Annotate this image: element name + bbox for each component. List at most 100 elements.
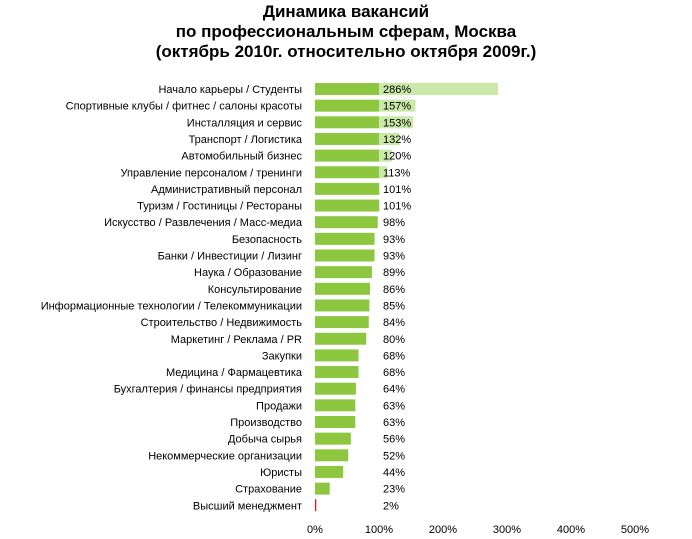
value-label-2: 153%	[383, 117, 411, 129]
bar-base-22	[315, 449, 349, 462]
x-tick-3: 300%	[493, 524, 521, 536]
value-label-17: 68%	[383, 367, 405, 379]
bar-base-6	[315, 182, 379, 195]
bar-base-16	[315, 349, 359, 362]
bar-extra-0	[379, 83, 499, 95]
value-label-24: 23%	[383, 484, 405, 496]
bar-base-25	[315, 499, 317, 512]
value-label-14: 84%	[383, 317, 405, 329]
bar-base-4	[315, 149, 379, 162]
value-label-18: 64%	[383, 384, 405, 396]
category-label-19: Продажи	[256, 400, 302, 412]
value-label-22: 52%	[383, 450, 405, 462]
x-tick-5: 500%	[621, 524, 649, 536]
bar-base-0	[315, 83, 379, 95]
value-label-19: 63%	[383, 400, 405, 412]
x-tick-1: 100%	[365, 524, 393, 536]
x-axis-ticks-group: 0% 100% 200% 300% 400% 500%	[307, 524, 649, 536]
category-label-22: Некоммерческие организации	[148, 450, 302, 462]
bar-base-19	[315, 399, 356, 412]
bar-base-12	[315, 282, 371, 295]
bars-group	[315, 83, 499, 512]
category-label-23: Юристы	[260, 467, 302, 479]
bar-extra-1	[379, 99, 416, 112]
category-label-0: Начало карьеры / Студенты	[158, 84, 302, 96]
category-label-16: Закупки	[262, 350, 302, 362]
bar-base-8	[315, 216, 378, 229]
value-label-5: 113%	[383, 167, 411, 179]
bar-base-9	[315, 232, 375, 245]
value-label-25: 2%	[383, 500, 399, 512]
value-label-3: 132%	[383, 134, 411, 146]
chart-title: Динамика вакансий по профессиональным сф…	[0, 2, 692, 62]
category-label-20: Производство	[230, 417, 302, 429]
category-label-2: Инсталляция и сервис	[187, 117, 303, 129]
category-label-21: Добыча сырья	[228, 434, 302, 446]
bar-base-14	[315, 316, 369, 329]
bar-base-2	[315, 116, 379, 129]
x-tick-4: 400%	[557, 524, 585, 536]
value-label-23: 44%	[383, 467, 405, 479]
bar-base-23	[315, 465, 344, 478]
value-label-20: 63%	[383, 417, 405, 429]
value-label-9: 93%	[383, 234, 405, 246]
category-label-24: Страхование	[235, 484, 302, 496]
bar-extra-2	[379, 116, 413, 129]
bar-base-1	[315, 99, 379, 112]
value-label-12: 86%	[383, 284, 405, 296]
category-labels-group: Начало карьеры / Студенты Спортивные клуб…	[41, 84, 303, 512]
value-label-15: 80%	[383, 334, 405, 346]
bar-base-3	[315, 132, 379, 145]
value-label-21: 56%	[383, 434, 405, 446]
value-label-16: 68%	[383, 350, 405, 362]
category-label-11: Наука / Образование	[194, 267, 302, 279]
category-label-17: Медицина / Фармацевтика	[166, 367, 303, 379]
value-labels-group: 286% 157% 153% 132% 120% 113% 101% 101% 98% 93% 93…	[383, 84, 411, 512]
value-label-4: 120%	[383, 151, 411, 163]
bar-base-11	[315, 266, 372, 279]
bar-base-24	[315, 482, 330, 495]
category-label-25: Высший менеджмент	[193, 500, 302, 512]
bar-base-17	[315, 366, 359, 379]
bar-base-18	[315, 382, 356, 395]
bar-extra-3	[379, 132, 400, 145]
bar-extra-7	[379, 199, 380, 212]
category-label-5: Управление персоналом / тренинги	[121, 167, 302, 179]
bar-extra-4	[379, 149, 392, 162]
x-tick-2: 200%	[429, 524, 457, 536]
x-tick-0: 0%	[307, 524, 323, 536]
category-label-18: Бухгалтерия / финансы предприятия	[114, 384, 302, 396]
category-label-1: Спортивные клубы / фитнес / салоны красо…	[66, 101, 302, 113]
category-label-8: Искусство / Развлечения / Масс-медиа	[104, 217, 303, 229]
category-label-12: Консультирование	[208, 284, 302, 296]
value-label-1: 157%	[383, 101, 411, 113]
chart-title-line-1: Динамика вакансий	[262, 2, 430, 21]
value-label-13: 85%	[383, 300, 405, 312]
bar-base-21	[315, 432, 351, 445]
category-label-7: Туризм / Гостиницы / Рестораны	[137, 201, 302, 213]
category-label-6: Административный персонал	[151, 184, 302, 196]
category-label-13: Информационные технологии / Телекоммуник…	[41, 300, 302, 312]
category-label-15: Маркетинг / Реклама / PR	[171, 334, 302, 346]
bar-base-5	[315, 166, 379, 179]
value-label-8: 98%	[383, 217, 405, 229]
chart-title-line-2: по профессиональным сферам, Москва	[175, 22, 517, 41]
value-label-10: 93%	[383, 251, 405, 263]
category-label-3: Транспорт / Логистика	[189, 134, 303, 146]
bar-base-7	[315, 199, 379, 212]
bar-extra-5	[379, 166, 388, 179]
bar-base-15	[315, 332, 367, 345]
bar-base-20	[315, 416, 356, 428]
category-label-4: Автомобильный бизнес	[181, 151, 302, 163]
category-label-10: Банки / Инвестиции / Лизинг	[158, 251, 302, 263]
bar-base-13	[315, 299, 370, 312]
category-label-9: Безопасность	[232, 234, 302, 246]
value-label-7: 101%	[383, 201, 411, 213]
value-label-6: 101%	[383, 184, 411, 196]
value-label-11: 89%	[383, 267, 405, 279]
bar-base-10	[315, 249, 375, 262]
value-label-0: 286%	[383, 84, 411, 96]
bar-extra-6	[379, 182, 380, 195]
chart-title-line-3: (октябрь 2010г. относительно октября 200…	[155, 42, 537, 61]
